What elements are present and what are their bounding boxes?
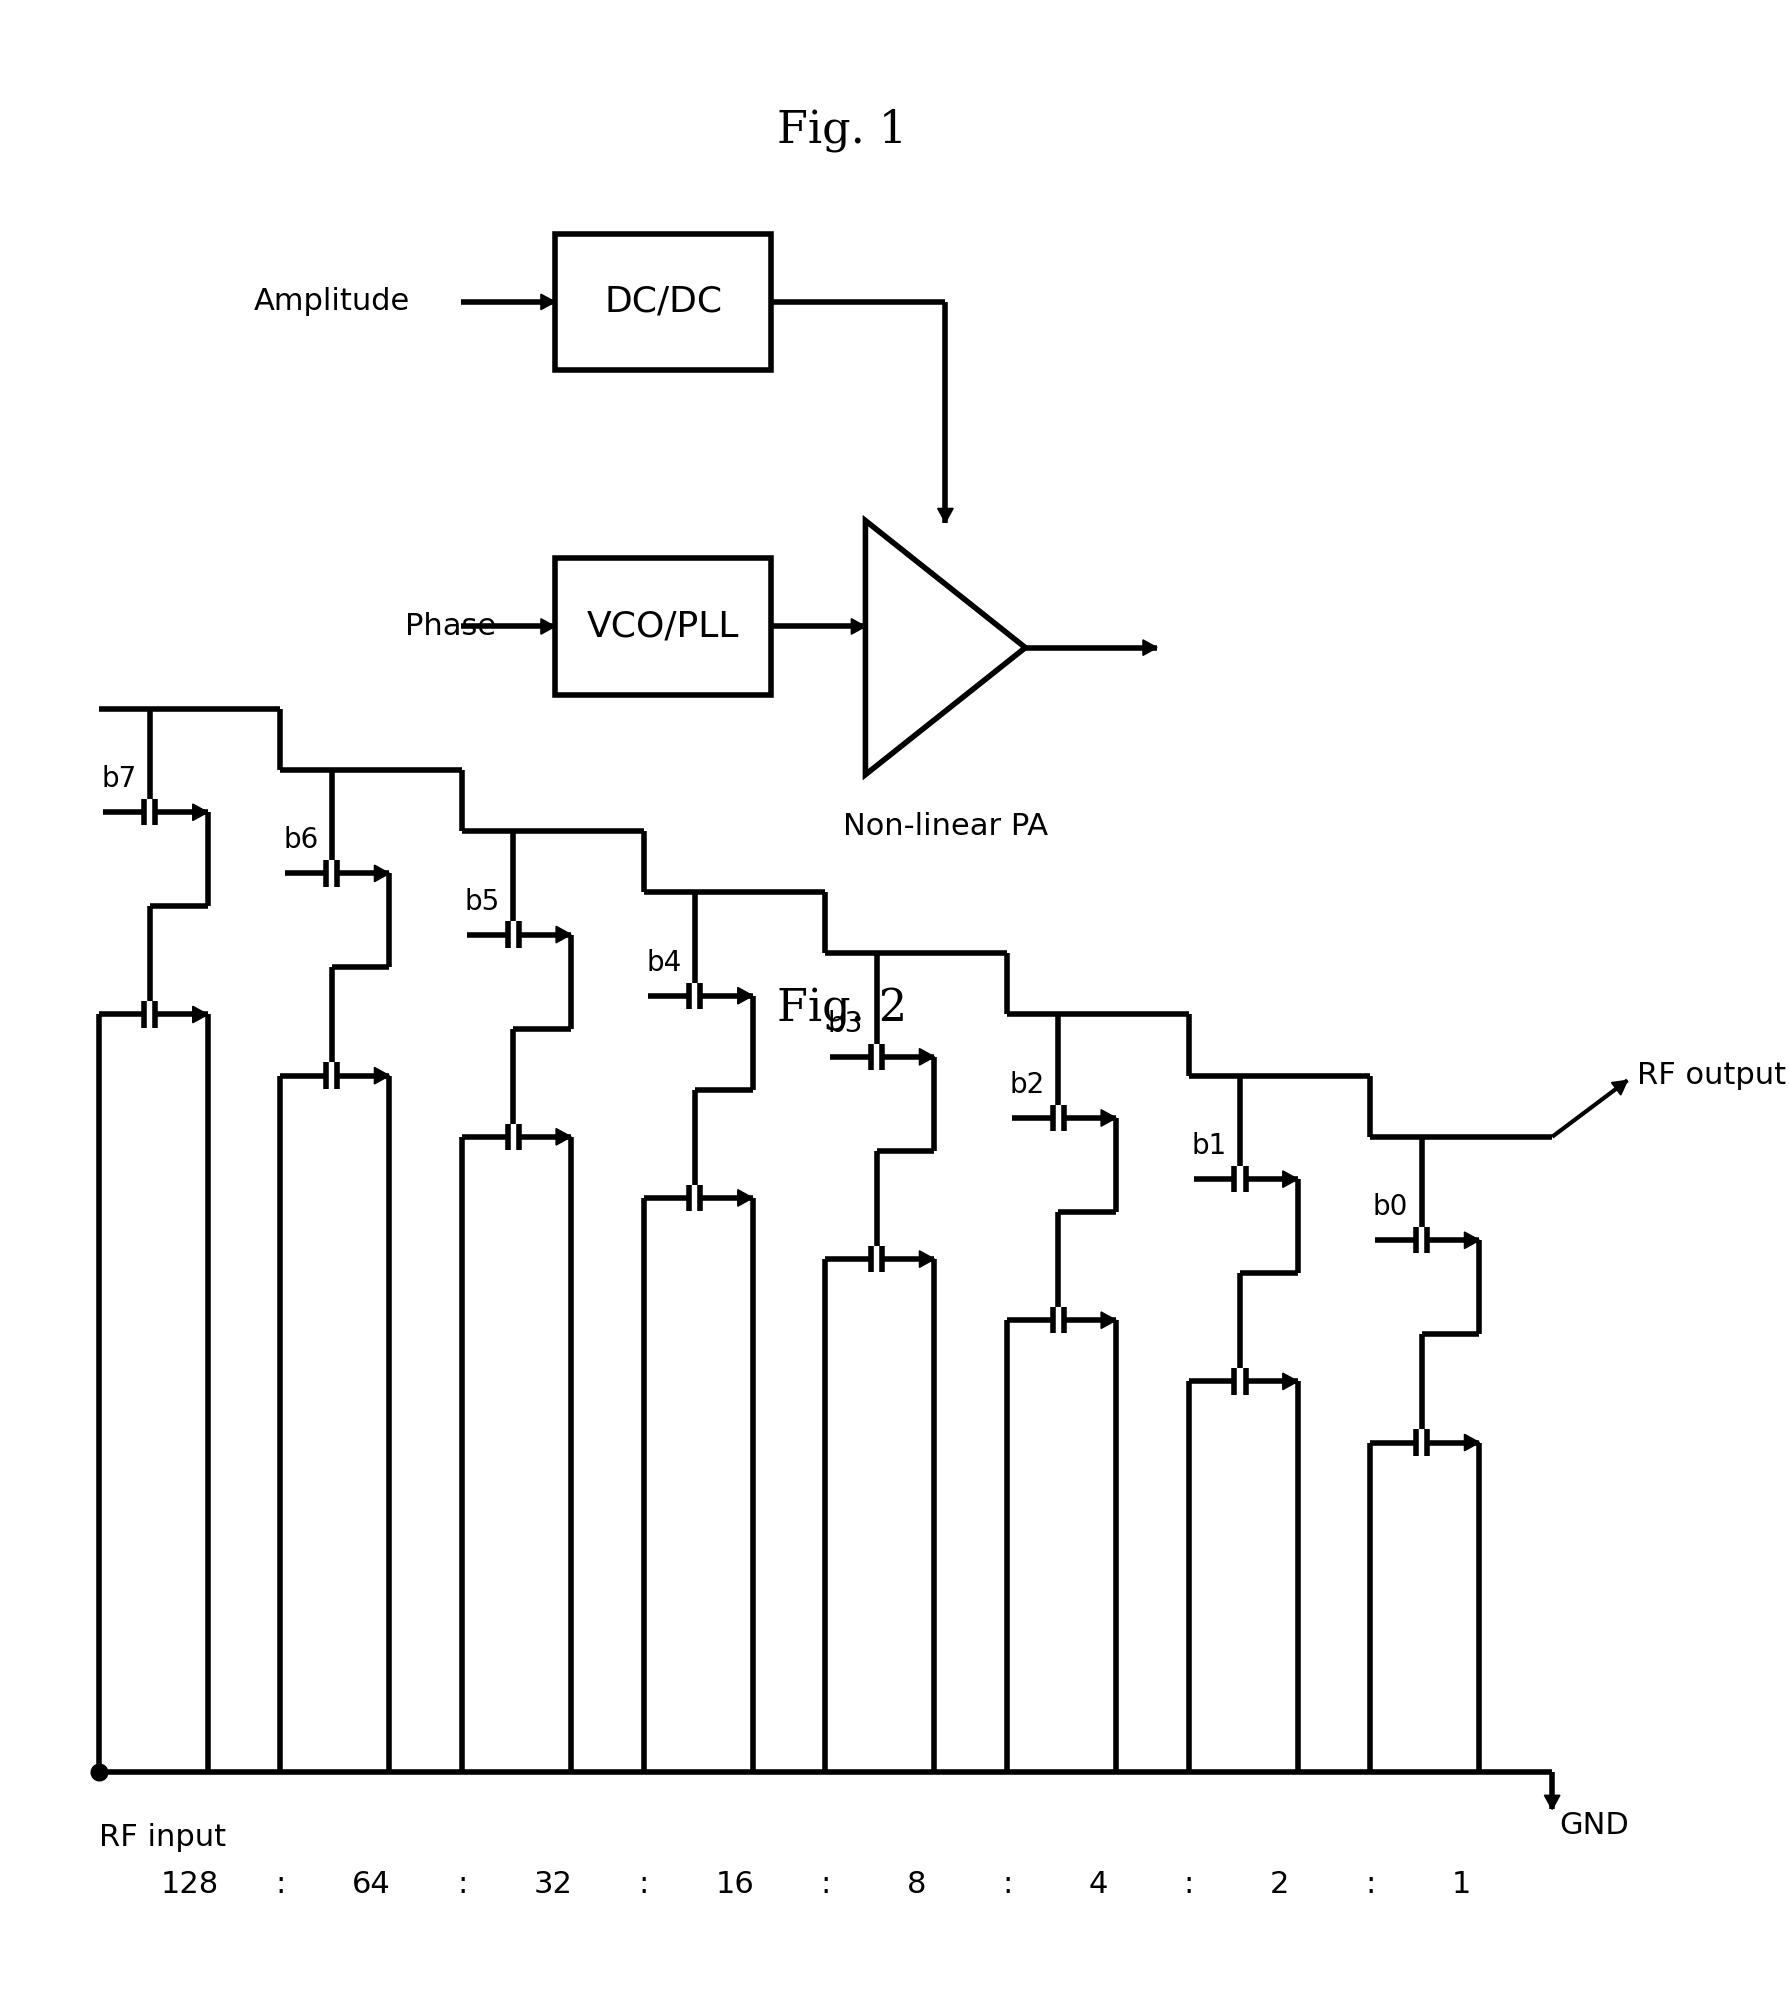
Text: :: : bbox=[1002, 1870, 1013, 1898]
Text: :: : bbox=[819, 1870, 830, 1898]
Polygon shape bbox=[374, 1067, 390, 1083]
Text: 4: 4 bbox=[1088, 1870, 1107, 1898]
Text: b5: b5 bbox=[465, 888, 499, 916]
Text: b7: b7 bbox=[102, 765, 136, 793]
Text: b2: b2 bbox=[1009, 1071, 1045, 1099]
Polygon shape bbox=[1463, 1433, 1480, 1451]
Text: :: : bbox=[456, 1870, 467, 1898]
Polygon shape bbox=[852, 618, 864, 634]
Text: 1: 1 bbox=[1451, 1870, 1471, 1898]
Text: 64: 64 bbox=[352, 1870, 390, 1898]
Text: Amplitude: Amplitude bbox=[254, 288, 410, 316]
Text: 2: 2 bbox=[1268, 1870, 1288, 1898]
Text: Fig. 1: Fig. 1 bbox=[776, 109, 907, 153]
Text: :: : bbox=[1183, 1870, 1193, 1898]
Text: 16: 16 bbox=[716, 1870, 753, 1898]
Polygon shape bbox=[193, 803, 208, 821]
Bar bbox=[555, 558, 771, 694]
Polygon shape bbox=[556, 1129, 571, 1145]
Text: b4: b4 bbox=[646, 948, 682, 976]
Text: b0: b0 bbox=[1372, 1194, 1408, 1222]
Polygon shape bbox=[1143, 640, 1156, 656]
Polygon shape bbox=[193, 1006, 208, 1023]
Polygon shape bbox=[540, 294, 555, 310]
Polygon shape bbox=[374, 866, 390, 882]
Polygon shape bbox=[1610, 1081, 1626, 1095]
Polygon shape bbox=[737, 988, 753, 1004]
Text: Non-linear PA: Non-linear PA bbox=[843, 813, 1047, 841]
Text: GND: GND bbox=[1558, 1812, 1628, 1840]
Text: DC/DC: DC/DC bbox=[605, 286, 721, 318]
Polygon shape bbox=[1283, 1373, 1297, 1389]
Text: VCO/PLL: VCO/PLL bbox=[587, 610, 739, 644]
Polygon shape bbox=[864, 521, 1025, 775]
Text: :: : bbox=[1365, 1870, 1374, 1898]
Polygon shape bbox=[920, 1049, 934, 1065]
Polygon shape bbox=[1463, 1232, 1480, 1248]
Polygon shape bbox=[540, 618, 555, 634]
Text: RF input: RF input bbox=[98, 1824, 225, 1852]
Text: RF output: RF output bbox=[1635, 1061, 1785, 1091]
Polygon shape bbox=[920, 1250, 934, 1268]
Polygon shape bbox=[1100, 1312, 1116, 1329]
Text: b1: b1 bbox=[1191, 1131, 1225, 1159]
Polygon shape bbox=[737, 1190, 753, 1206]
Text: Fig. 2: Fig. 2 bbox=[776, 988, 907, 1031]
Polygon shape bbox=[1283, 1172, 1297, 1188]
Text: b3: b3 bbox=[828, 1011, 862, 1039]
Polygon shape bbox=[1544, 1796, 1558, 1810]
Bar bbox=[555, 234, 771, 370]
Polygon shape bbox=[556, 926, 571, 942]
Text: b6: b6 bbox=[283, 827, 318, 854]
Text: 128: 128 bbox=[161, 1870, 218, 1898]
Polygon shape bbox=[1100, 1109, 1116, 1125]
Text: 32: 32 bbox=[533, 1870, 572, 1898]
Text: :: : bbox=[639, 1870, 649, 1898]
Text: Phase: Phase bbox=[404, 612, 496, 640]
Polygon shape bbox=[937, 509, 952, 523]
Text: :: : bbox=[276, 1870, 286, 1898]
Text: 8: 8 bbox=[905, 1870, 925, 1898]
